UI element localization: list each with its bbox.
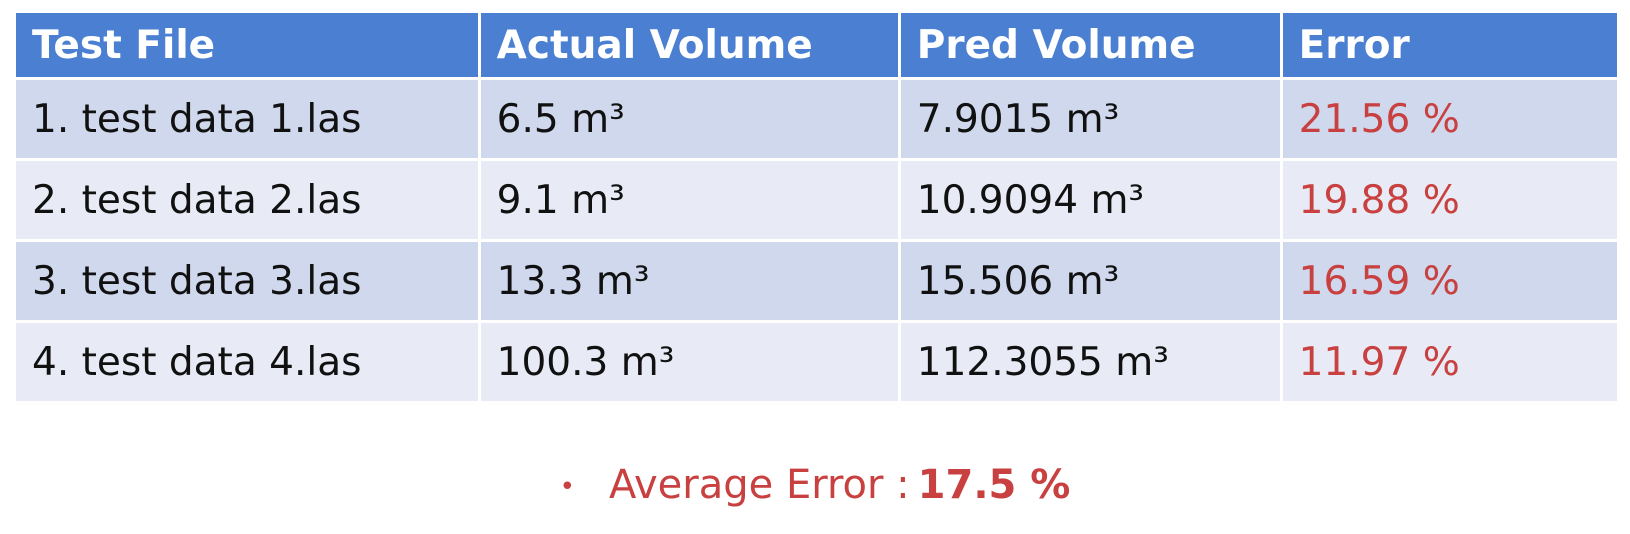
table-cell: 112.3055 m³: [900, 323, 1280, 401]
table-cell: 15.506 m³: [900, 242, 1280, 320]
results-table: Test File Actual Volume Pred Volume Error 1…: [13, 10, 1620, 404]
table-cell: 13.3 m³: [480, 242, 898, 320]
error-cell: 11.97 %: [1282, 323, 1617, 401]
bullet: •: [559, 472, 575, 502]
error-cell: 21.56 %: [1282, 80, 1617, 158]
table-cell: 7.9015 m³: [900, 80, 1280, 158]
header-row: Test File Actual Volume Pred Volume Error: [16, 13, 1617, 77]
header-cell: Pred Volume: [900, 13, 1280, 77]
table-row: 4. test data 4.las 100.3 m³ 112.3055 m³ 11.…: [16, 323, 1617, 401]
table-cell: 3. test data 3.las: [16, 242, 478, 320]
header-cell: Test File: [16, 13, 478, 77]
error-cell: 19.88 %: [1282, 161, 1617, 239]
table-cell: 9.1 m³: [480, 161, 898, 239]
summary-label: Average Error :: [608, 462, 910, 508]
table-cell: 1. test data 1.las: [16, 80, 478, 158]
error-cell: 16.59 %: [1282, 242, 1617, 320]
table-cell: 4. test data 4.las: [16, 323, 478, 401]
table-row: 3. test data 3.las 13.3 m³ 15.506 m³ 16.59 …: [16, 242, 1617, 320]
header-cell: Error: [1282, 13, 1617, 77]
table-cell: 100.3 m³: [480, 323, 898, 401]
table-container: Test File Actual Volume Pred Volume Error 1…: [13, 10, 1620, 404]
summary-value: 17.5 %: [917, 462, 1071, 508]
summary-line: • Average Error :17.5 %: [0, 462, 1630, 508]
header-cell: Actual Volume: [480, 13, 898, 77]
table-body: 1. test data 1.las 6.5 m³ 7.9015 m³ 21.56 %…: [16, 80, 1617, 401]
table-cell: 2. test data 2.las: [16, 161, 478, 239]
table-cell: 6.5 m³: [480, 80, 898, 158]
table-cell: 10.9094 m³: [900, 161, 1280, 239]
table-row: 2. test data 2.las 9.1 m³ 10.9094 m³ 19.88 …: [16, 161, 1617, 239]
table-row: 1. test data 1.las 6.5 m³ 7.9015 m³ 21.56 %: [16, 80, 1617, 158]
